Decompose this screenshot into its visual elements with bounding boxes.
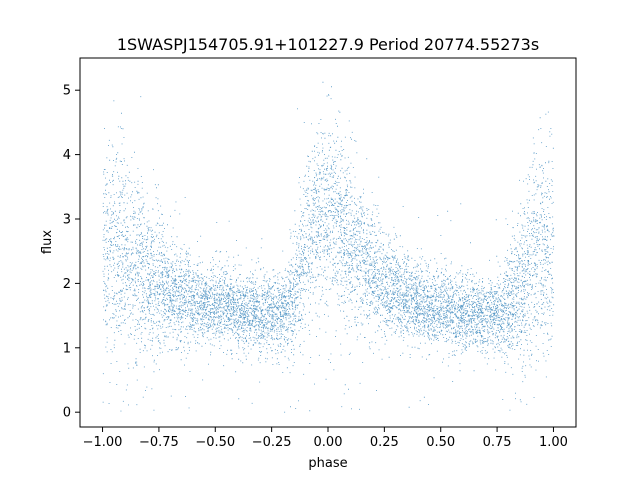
y-tick-label: 5: [63, 84, 71, 99]
y-tick-label: 2: [63, 277, 71, 292]
y-tick-label: 1: [63, 341, 71, 356]
x-axis: −1.00 −0.75 −0.50 −0.25 0.00 0.25 0.50 0.75 1.00: [83, 427, 568, 450]
y-tick-label: 4: [63, 148, 71, 163]
x-tick-label: 0.50: [426, 435, 455, 450]
x-tick-label: 0.75: [483, 435, 512, 450]
x-tick-label: 0.00: [314, 435, 343, 450]
x-tick-label: −0.75: [139, 435, 179, 450]
x-tick-label: −1.00: [83, 435, 123, 450]
y-tick-label: 0: [63, 406, 71, 421]
x-axis-label: phase: [308, 456, 347, 471]
y-axis-label: flux: [40, 230, 55, 254]
y-axis: 0 1 2 3 4 5: [63, 84, 80, 421]
y-tick-label: 3: [63, 212, 71, 227]
scatter-point-cloud: [102, 81, 555, 413]
scatter-points: [102, 81, 555, 413]
x-tick-label: 1.00: [539, 435, 568, 450]
x-tick-label: −0.50: [195, 435, 235, 450]
chart-title: 1SWASPJ154705.91+101227.9 Period 20774.5…: [117, 35, 539, 54]
x-tick-label: 0.25: [370, 435, 399, 450]
x-tick-label: −0.25: [252, 435, 292, 450]
